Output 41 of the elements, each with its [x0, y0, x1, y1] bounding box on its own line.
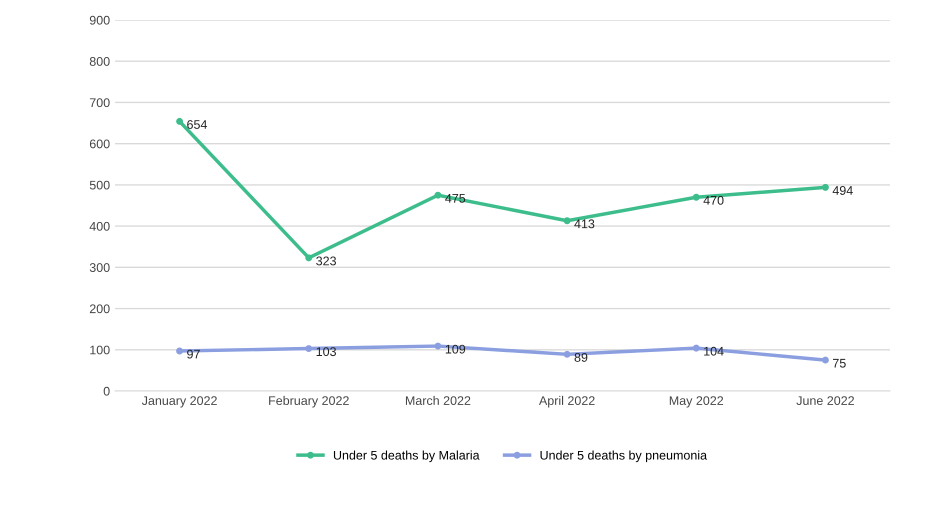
data-label: 103 — [316, 347, 336, 356]
point — [305, 254, 312, 262]
x-tick-label: June 2022 — [796, 396, 854, 406]
y-tick-label: 100 — [90, 346, 110, 354]
data-label: 75 — [833, 358, 846, 368]
data-label: 470 — [703, 196, 724, 205]
data-label: 89 — [574, 352, 588, 362]
point — [176, 348, 184, 354]
y-tick-label: 700 — [90, 98, 110, 108]
point — [434, 192, 442, 199]
y-tick-label: 900 — [90, 16, 110, 25]
y-tick-label: 600 — [90, 139, 110, 148]
x-tick-label: March 2022 — [406, 396, 470, 406]
point — [564, 350, 571, 358]
y-tick-label: 300 — [90, 263, 110, 272]
data-label: 109 — [446, 344, 466, 354]
y-tick-label: 800 — [90, 57, 110, 66]
x-tick-label: April 2022 — [538, 396, 595, 408]
data-label: 323 — [316, 256, 336, 266]
point — [434, 342, 442, 350]
point — [564, 217, 571, 224]
point — [692, 194, 700, 201]
x-tick-label: May 2022 — [670, 396, 724, 408]
y-tick-label: 200 — [90, 304, 110, 314]
data-label: 104 — [704, 346, 724, 356]
x-tick-label: January 2022 — [142, 396, 217, 408]
point — [305, 345, 312, 352]
legend-label: Under 5 deaths by Malaria — [334, 450, 480, 462]
point — [822, 184, 829, 191]
y-tick-label: 0 — [104, 386, 110, 396]
data-label: 97 — [187, 350, 200, 359]
y-tick-label: 400 — [90, 222, 110, 231]
y-tick-label: 500 — [90, 180, 110, 190]
x-tick-label: February 2022 — [269, 396, 349, 408]
data-label: 654 — [187, 120, 208, 129]
data-label: 494 — [832, 186, 853, 195]
legend-label: Under 5 deaths by pneumonia — [540, 450, 708, 462]
point — [176, 118, 184, 125]
point — [692, 344, 700, 352]
point — [822, 356, 829, 364]
data-label: 413 — [574, 219, 594, 228]
